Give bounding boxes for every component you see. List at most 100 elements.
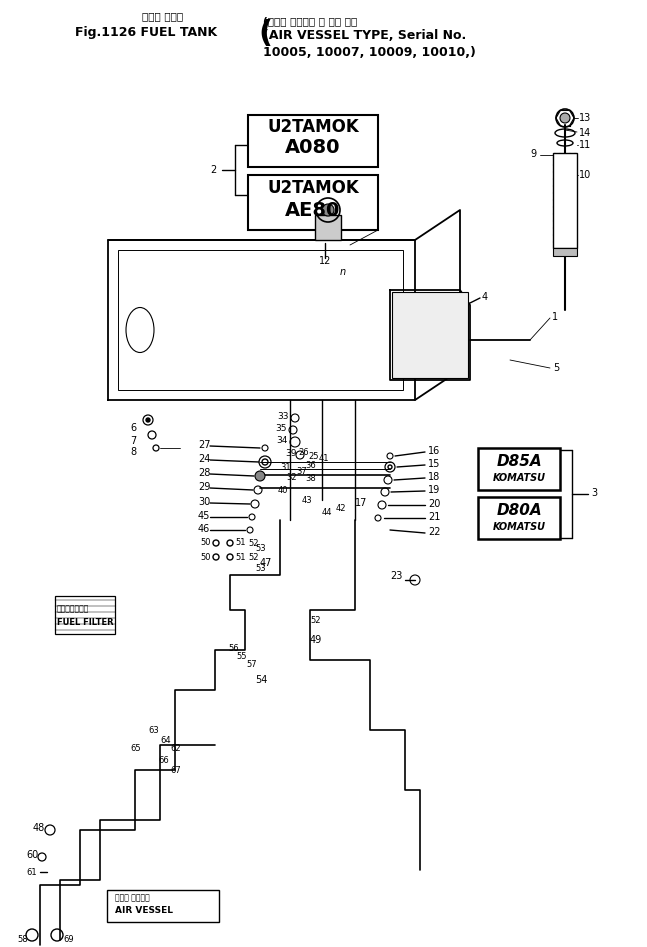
Text: 57: 57	[246, 659, 257, 669]
Text: 66: 66	[158, 756, 169, 764]
Text: 1: 1	[552, 312, 558, 322]
Text: KOMATSU: KOMATSU	[492, 522, 545, 532]
Text: 48: 48	[33, 823, 45, 833]
Text: フエルフィルタ: フエルフィルタ	[57, 604, 89, 614]
Text: 52: 52	[310, 616, 320, 624]
Text: 45: 45	[198, 511, 210, 521]
Text: (AIR VESSEL TYPE, Serial No.: (AIR VESSEL TYPE, Serial No.	[263, 28, 466, 42]
Text: 69: 69	[63, 935, 74, 943]
Circle shape	[322, 204, 334, 216]
Text: 46: 46	[198, 524, 210, 534]
Text: 51: 51	[235, 538, 245, 546]
Text: 36: 36	[305, 460, 316, 470]
Circle shape	[146, 418, 150, 422]
Bar	[55, 596, 115, 634]
Bar	[248, 115, 378, 167]
Text: 26: 26	[298, 448, 309, 456]
Text: 3: 3	[591, 488, 597, 498]
Text: 40: 40	[278, 486, 289, 494]
Text: n: n	[340, 267, 346, 277]
Text: KOMATSU: KOMATSU	[492, 473, 545, 483]
Text: 33: 33	[277, 412, 289, 420]
Text: 24: 24	[198, 454, 210, 464]
Bar	[248, 175, 378, 230]
Text: 47: 47	[260, 558, 272, 568]
Text: 22: 22	[428, 527, 441, 537]
Text: 2: 2	[210, 165, 216, 175]
Text: 38: 38	[305, 474, 316, 483]
Text: U2TAMOK: U2TAMOK	[267, 118, 359, 136]
Bar	[392, 292, 468, 378]
Text: フエル タンク: フエル タンク	[142, 11, 184, 21]
Text: 52: 52	[248, 539, 259, 547]
Text: 39: 39	[285, 449, 296, 457]
Text: 52: 52	[248, 552, 259, 562]
Text: 56: 56	[228, 644, 239, 652]
Text: FUEL FILTER: FUEL FILTER	[57, 617, 114, 627]
Text: 44: 44	[322, 508, 333, 516]
Text: 67: 67	[170, 765, 181, 775]
Text: 50: 50	[200, 538, 210, 546]
Text: 25: 25	[308, 452, 318, 460]
Text: 4: 4	[482, 292, 488, 302]
Text: AE80: AE80	[285, 201, 341, 220]
Text: Fig.1126 FUEL TANK: Fig.1126 FUEL TANK	[75, 26, 217, 39]
Text: A080: A080	[285, 137, 341, 156]
Text: 55: 55	[236, 652, 247, 660]
Text: 10: 10	[579, 170, 591, 180]
Text: 34: 34	[276, 436, 287, 444]
Text: 63: 63	[148, 725, 159, 735]
Text: 64: 64	[160, 736, 171, 744]
Text: 65: 65	[130, 743, 140, 753]
Bar	[553, 248, 577, 256]
Text: 35: 35	[275, 423, 287, 433]
Text: 12: 12	[319, 256, 331, 266]
Bar	[118, 250, 403, 390]
Text: 11: 11	[579, 140, 591, 150]
Circle shape	[560, 113, 570, 123]
Text: 31: 31	[280, 462, 291, 472]
Text: 10005, 10007, 10009, 10010,): 10005, 10007, 10009, 10010,)	[263, 45, 476, 59]
Text: 58: 58	[17, 935, 28, 943]
Text: 16: 16	[428, 446, 440, 456]
Bar	[107, 890, 219, 922]
Bar	[478, 497, 560, 539]
Text: 30: 30	[198, 497, 210, 507]
Text: U2TAMOK: U2TAMOK	[267, 179, 359, 197]
Text: 9: 9	[530, 149, 536, 159]
Text: 51: 51	[235, 552, 245, 562]
Bar	[315, 215, 341, 240]
Text: 61: 61	[26, 867, 37, 877]
Text: 50: 50	[200, 552, 210, 562]
Circle shape	[255, 471, 265, 481]
Text: 28: 28	[198, 468, 210, 478]
Text: 27: 27	[198, 440, 210, 450]
Text: エアー ベッセル: エアー ベッセル	[115, 894, 149, 902]
Text: 42: 42	[336, 504, 347, 512]
Text: 37: 37	[296, 467, 307, 475]
Text: 53: 53	[255, 544, 266, 552]
Text: D80A: D80A	[496, 503, 542, 517]
Text: 21: 21	[428, 512, 441, 522]
Text: (エアー ベッセル 式 適用 号機: (エアー ベッセル 式 適用 号機	[263, 17, 357, 27]
Text: 15: 15	[428, 459, 441, 469]
Text: D85A: D85A	[496, 454, 542, 469]
Bar	[478, 448, 560, 490]
Text: 5: 5	[553, 363, 559, 373]
Text: 20: 20	[428, 499, 441, 509]
Text: 6: 6	[130, 423, 136, 433]
Text: 62: 62	[170, 743, 181, 753]
Text: 23: 23	[390, 571, 402, 581]
Text: 7: 7	[130, 436, 137, 446]
Text: 60: 60	[26, 850, 38, 860]
Text: 41: 41	[319, 454, 329, 462]
Text: 17: 17	[355, 498, 367, 508]
Text: 19: 19	[428, 485, 440, 495]
Text: 49: 49	[310, 635, 322, 645]
Text: (: (	[258, 19, 272, 47]
Text: 43: 43	[302, 495, 313, 505]
Text: 13: 13	[579, 113, 591, 123]
Text: 29: 29	[198, 482, 210, 492]
Text: 54: 54	[255, 675, 267, 685]
Text: 8: 8	[130, 447, 136, 457]
